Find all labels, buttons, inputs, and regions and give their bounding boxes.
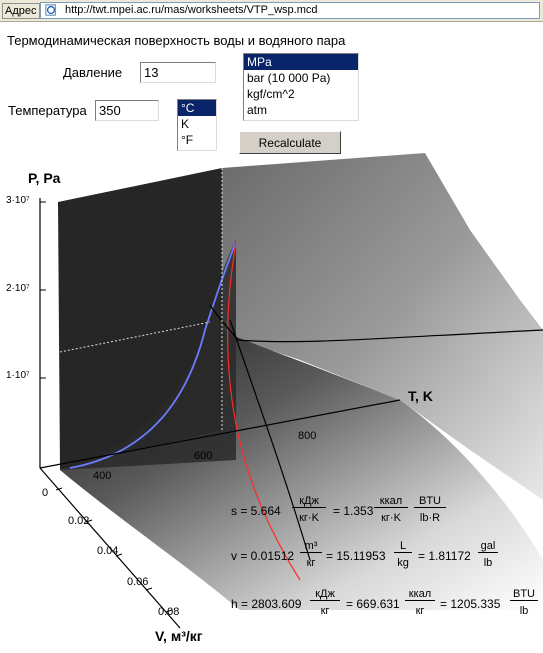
temperature-unit-listbox[interactable]: °C K °F <box>177 99 217 151</box>
temperature-unit-option[interactable]: °F <box>181 133 194 147</box>
address-url: http://twt.mpei.ac.ru/mas/worksheets/VTP… <box>65 4 318 16</box>
pressure-unit-option[interactable]: atm <box>247 103 268 117</box>
unit-denominator: lb <box>483 557 493 569</box>
unit-denominator: кг·K <box>299 512 319 524</box>
address-bar: Адрес http://twt.mpei.ac.ru/mas/workshee… <box>0 0 543 22</box>
t-tick-label: 800 <box>298 430 317 442</box>
enthalpy-value: h = 2803.609 <box>231 597 302 611</box>
pressure-input[interactable] <box>140 62 216 83</box>
p-tick-label: 2·10⁷ <box>6 283 30 294</box>
unit-numerator: m³ <box>300 540 322 553</box>
unit-denominator: kg <box>397 557 409 569</box>
ie-page-icon <box>45 4 56 16</box>
unit-numerator: BTU <box>414 495 446 508</box>
p-tick-label: 1·10⁷ <box>6 370 30 381</box>
isotherm-line <box>209 304 543 343</box>
unit-numerator: L <box>394 540 412 553</box>
temperature-label: Температура <box>8 103 87 118</box>
enthalpy-value-btu: = 1205.335 <box>440 597 501 611</box>
enthalpy-value-kcal: = 669.631 <box>346 597 400 611</box>
t-axis-label: T, K <box>408 388 433 404</box>
temperature-unit-option[interactable]: °C <box>178 100 216 116</box>
specific-volume-value-gal: = 1.81172 <box>418 549 471 563</box>
isobar-curve <box>227 241 301 581</box>
address-label: Адрес <box>2 3 40 19</box>
entropy-value: s = 5.664 <box>231 504 281 518</box>
v-axis-label: V, м³/кг <box>155 628 203 644</box>
pressure-unit-listbox[interactable]: MPa bar (10 000 Pa) kgf/cm^2 atm <box>243 53 359 121</box>
page-title: Термодинамическая поверхность воды и вод… <box>7 33 346 48</box>
v-tick-label: 0 <box>42 487 49 499</box>
pressure-unit-option[interactable]: kgf/cm^2 <box>247 87 295 101</box>
unit-denominator: кг <box>415 605 425 617</box>
specific-volume-value: v = 0.01512 <box>231 549 295 563</box>
temperature-unit-option[interactable]: K <box>181 117 190 131</box>
entropy-value-kcal: = 1.353 <box>333 504 374 518</box>
temperature-input[interactable] <box>95 100 159 121</box>
surface-right-face <box>222 153 543 500</box>
v-tick-label: 0.02 <box>68 515 90 527</box>
pressure-unit-option[interactable]: MPa <box>244 54 358 70</box>
pressure-unit-option[interactable]: bar (10 000 Pa) <box>247 71 331 85</box>
surface-back-face <box>58 168 222 470</box>
recalculate-button[interactable]: Recalculate <box>239 131 341 154</box>
address-input[interactable]: http://twt.mpei.ac.ru/mas/worksheets/VTP… <box>40 2 540 19</box>
t-tick-label: 600 <box>194 450 213 462</box>
unit-denominator: lb <box>519 605 529 617</box>
unit-denominator: lb·R <box>419 512 441 524</box>
unit-numerator: кДж <box>292 495 326 508</box>
unit-numerator: кДж <box>310 588 340 601</box>
p-tick-label: 3·10⁷ <box>6 195 30 206</box>
unit-denominator: кг·K <box>381 512 401 524</box>
saturation-curve <box>69 241 237 469</box>
unit-numerator: ккал <box>374 495 408 508</box>
specific-volume-value-l: = 15.11953 <box>326 549 386 563</box>
unit-numerator: ккал <box>405 588 435 601</box>
unit-denominator: кг <box>306 557 316 569</box>
v-tick-label: 0.06 <box>127 576 149 588</box>
t-axis <box>39 399 401 469</box>
v-tick-label: 0.04 <box>97 545 119 557</box>
pressure-label: Давление <box>63 65 123 80</box>
p-axis-label: P, Pa <box>28 170 61 186</box>
v-tick-label: 0.08 <box>158 606 180 618</box>
unit-numerator: BTU <box>510 588 538 601</box>
unit-numerator: gal <box>478 540 498 553</box>
t-tick-label: 400 <box>93 470 112 482</box>
unit-denominator: кг <box>320 605 330 617</box>
